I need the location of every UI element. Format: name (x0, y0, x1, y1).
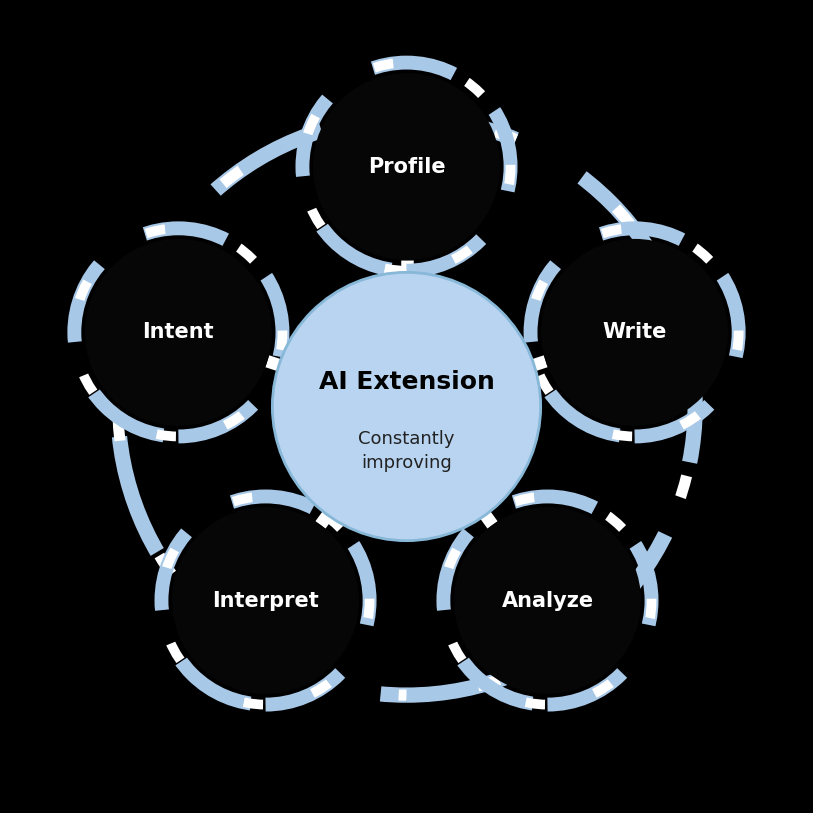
Circle shape (272, 272, 541, 541)
Text: Profile: Profile (367, 157, 446, 176)
Circle shape (454, 507, 641, 694)
Text: AI Extension: AI Extension (319, 370, 494, 394)
Text: Analyze: Analyze (502, 590, 593, 611)
Circle shape (313, 73, 500, 260)
Text: Intent: Intent (142, 323, 214, 342)
Circle shape (172, 507, 359, 694)
Text: Interpret: Interpret (212, 590, 319, 611)
Text: Constantly
improving: Constantly improving (359, 430, 454, 472)
Text: Write: Write (602, 323, 667, 342)
Circle shape (85, 239, 272, 426)
Circle shape (541, 239, 728, 426)
